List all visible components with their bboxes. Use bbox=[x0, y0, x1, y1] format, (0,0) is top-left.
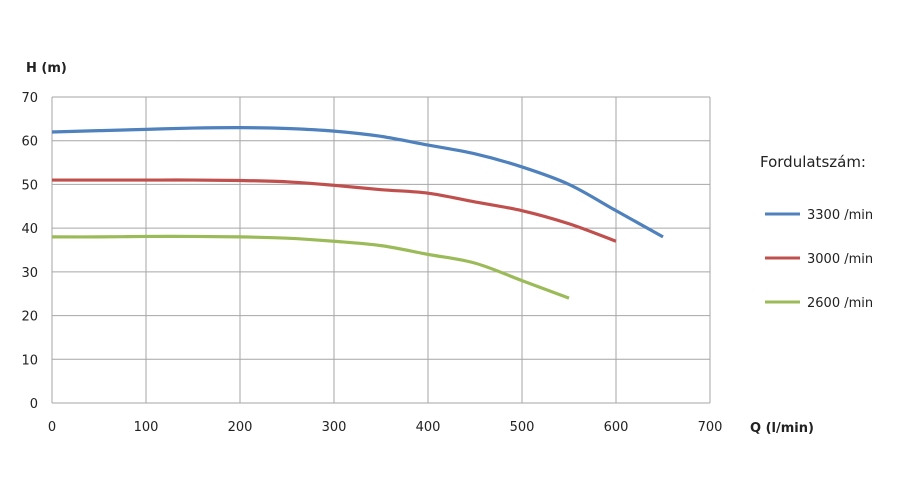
series-line-3300 bbox=[51, 125, 664, 239]
x-tick-label: 0 bbox=[48, 420, 56, 435]
series-line-3000 bbox=[52, 178, 617, 243]
series-lines bbox=[51, 125, 664, 300]
legend-label-2600: 2600 /min bbox=[807, 296, 873, 311]
x-tick-label: 300 bbox=[322, 420, 347, 435]
x-tick-label: 600 bbox=[604, 420, 629, 435]
y-axis-title: H (m) bbox=[26, 61, 67, 76]
y-tick-labels: 0 10 20 30 40 50 60 70 bbox=[21, 91, 38, 412]
y-tick-label: 50 bbox=[21, 178, 38, 193]
x-axis-title: Q (l/min) bbox=[750, 421, 814, 436]
legend-label-3300: 3300 /min bbox=[807, 208, 873, 223]
x-tick-label: 100 bbox=[134, 420, 159, 435]
grid bbox=[51, 96, 711, 404]
x-tick-labels: 0 100 200 300 400 500 600 700 bbox=[48, 420, 723, 435]
legend-title: Fordulatszám: bbox=[760, 153, 866, 171]
x-tick-label: 500 bbox=[510, 420, 535, 435]
y-tick-label: 60 bbox=[21, 135, 38, 150]
y-tick-label: 10 bbox=[21, 353, 38, 368]
x-tick-label: 700 bbox=[698, 420, 723, 435]
y-tick-label: 70 bbox=[21, 91, 38, 106]
y-tick-label: 20 bbox=[21, 310, 38, 325]
y-tick-label: 0 bbox=[30, 397, 38, 412]
series-line-2600 bbox=[51, 234, 570, 300]
x-tick-label: 200 bbox=[228, 420, 253, 435]
legend: 3300 /min 3000 /min 2600 /min bbox=[765, 208, 873, 311]
legend-label-3000: 3000 /min bbox=[807, 252, 873, 267]
y-tick-label: 30 bbox=[21, 266, 38, 281]
y-tick-label: 40 bbox=[21, 222, 38, 237]
x-tick-label: 400 bbox=[416, 420, 441, 435]
